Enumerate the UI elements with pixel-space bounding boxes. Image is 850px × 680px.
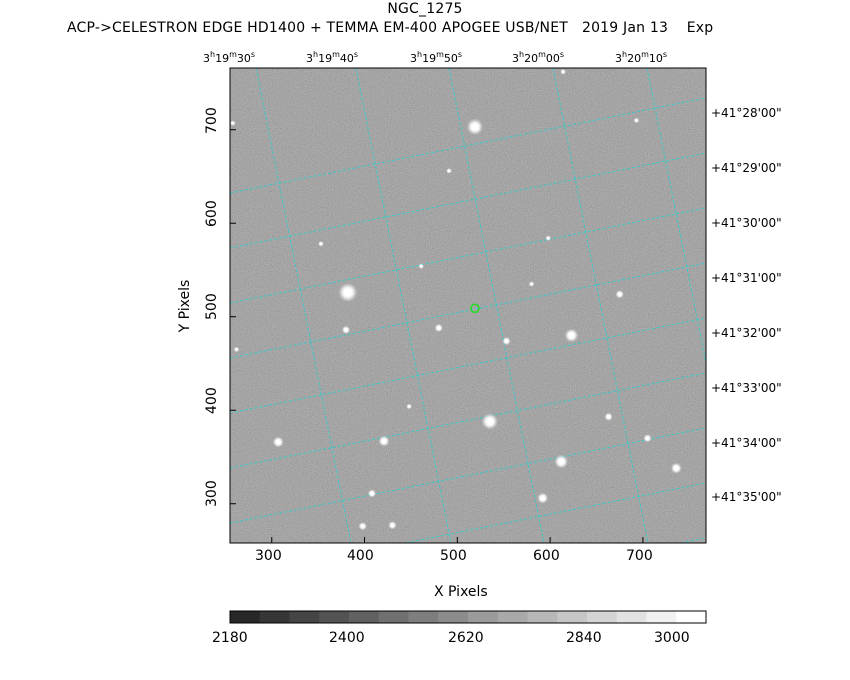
ra-label-1: 3h19m30s [203, 50, 256, 65]
coordinate-grid [230, 68, 706, 543]
ra-label-5: 3h20m10s [615, 50, 668, 65]
instrument-subtitle: ACP->CELESTRON EDGE HD1400 + TEMMA EM-40… [67, 20, 714, 36]
star-core-25 [530, 282, 533, 286]
star-core-1 [471, 123, 479, 131]
ra-grid-line-4 [552, 68, 649, 543]
stars-layer [230, 68, 682, 531]
star-core-2 [343, 288, 353, 297]
star-core-11 [419, 265, 423, 268]
colorbar-label-3000: 3000 [654, 630, 690, 646]
y-tick-600: 600 [204, 200, 220, 227]
star-core-7 [617, 292, 622, 297]
colorbar-cell-11 [527, 611, 558, 623]
dec-label-1: +41°28'00" [711, 106, 782, 120]
ra-label-4: 3h20m00s [512, 50, 565, 65]
dec-grid-line-4 [230, 262, 706, 359]
colorbar-cell-15 [646, 611, 677, 623]
colorbar-cell-13 [587, 611, 618, 623]
star-core-26 [561, 70, 565, 73]
x-tick-600: 600 [533, 548, 560, 564]
star-core-9 [275, 439, 281, 445]
axis-ticks [230, 129, 644, 543]
star-core-5 [436, 326, 441, 330]
colorbar-cell-2 [259, 611, 290, 623]
star-core-13 [547, 236, 550, 240]
colorbar-cell-8 [438, 611, 469, 623]
colorbar-label-2180: 2180 [212, 630, 248, 646]
dec-grid-line-7 [230, 427, 706, 524]
star-core-21 [606, 414, 611, 419]
dec-label-5: +41°32'00" [711, 326, 782, 340]
x-tick-300: 300 [255, 548, 282, 564]
star-core-23 [231, 121, 234, 125]
object-title: NGC_1275 [387, 1, 463, 17]
dec-grid-line-5 [230, 317, 706, 414]
star-core-12 [447, 169, 451, 173]
star-core-3 [568, 332, 575, 339]
dec-label-3: +41°30'00" [711, 216, 782, 230]
star-core-20 [673, 465, 679, 471]
y-tick-300: 300 [204, 480, 220, 507]
y-axis-label: Y Pixels [177, 279, 193, 333]
colorbar-cell-16 [676, 611, 707, 623]
x-tick-700: 700 [626, 548, 653, 564]
ra-label-3: 3h19m50s [410, 50, 463, 65]
ra-grid-line-1 [255, 68, 352, 543]
dec-grid-line-1 [230, 97, 706, 194]
plot-frame [229, 67, 707, 544]
colorbar-frame [229, 610, 707, 624]
colorbar-cell-3 [289, 611, 320, 623]
dec-grid-line-2 [230, 152, 706, 249]
ra-label-2: 3h19m40s [306, 50, 359, 65]
star-core-19 [645, 436, 650, 441]
star-core-17 [540, 495, 546, 501]
colorbar-cell-4 [319, 611, 350, 623]
y-tick-500: 500 [204, 293, 220, 320]
dec-label-6: +41°33'00" [711, 381, 782, 395]
star-core-6 [504, 339, 509, 343]
colorbar [229, 610, 707, 624]
star-core-8 [344, 328, 348, 332]
target-marker[interactable] [470, 303, 480, 314]
colorbar-cell-6 [378, 611, 409, 623]
x-axis-label: X Pixels [434, 584, 488, 600]
x-tick-500: 500 [440, 548, 467, 564]
y-tick-700: 700 [204, 107, 220, 134]
ra-grid-line-3 [448, 68, 545, 543]
colorbar-label-2620: 2620 [448, 630, 484, 646]
dec-label-4: +41°31'00" [711, 271, 782, 285]
colorbar-cell-10 [497, 611, 528, 623]
dec-grid-line-8 [402, 482, 706, 543]
colorbar-label-2840: 2840 [566, 630, 602, 646]
y-tick-400: 400 [204, 387, 220, 414]
ra-grid-line-5 [646, 68, 706, 366]
star-core-15 [360, 524, 365, 528]
dec-label-2: +41°29'00" [711, 161, 782, 175]
x-tick-400: 400 [347, 548, 374, 564]
dec-label-7: +41°34'00" [711, 436, 782, 450]
colorbar-cell-1 [230, 611, 261, 623]
star-core-22 [407, 405, 411, 408]
colorbar-cell-5 [349, 611, 380, 623]
dec-label-8: +41°35'00" [711, 490, 782, 504]
dec-grid-line-3 [230, 207, 706, 304]
star-core-16 [390, 523, 395, 528]
ra-grid-line-2 [355, 68, 452, 543]
colorbar-cell-14 [616, 611, 647, 623]
colorbar-label-2400: 2400 [329, 630, 365, 646]
star-core-10 [381, 438, 387, 444]
star-core-28 [635, 119, 638, 122]
star-core-27 [235, 348, 238, 351]
star-core-18 [558, 458, 565, 465]
star-core-4 [486, 417, 494, 426]
dec-grid-line-6 [230, 372, 706, 469]
star-core-14 [370, 491, 374, 496]
colorbar-cell-12 [557, 611, 588, 623]
colorbar-cell-9 [468, 611, 499, 623]
star-core-24 [319, 242, 323, 245]
sky-noise [230, 68, 706, 543]
colorbar-cell-7 [408, 611, 439, 623]
